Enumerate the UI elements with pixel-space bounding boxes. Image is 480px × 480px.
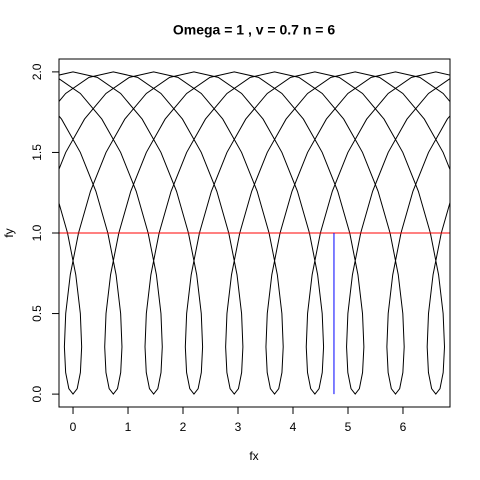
x-tick-label: 3 — [235, 420, 242, 434]
x-tick-label: 0 — [70, 420, 77, 434]
y-tick-label: 1.5 — [30, 144, 44, 161]
curve — [59, 71, 450, 395]
chart-title: Omega = 1 , v = 0.7 n = 6 — [173, 22, 335, 38]
x-tick-label: 1 — [125, 420, 132, 434]
curve — [59, 71, 450, 395]
y-axis-label: fy — [2, 228, 16, 237]
curve — [59, 71, 450, 395]
y-tick-label: 0.0 — [30, 385, 44, 402]
curve — [59, 71, 450, 395]
curve — [59, 71, 450, 395]
curve — [59, 71, 450, 395]
y-tick-label: 2.0 — [30, 63, 44, 80]
x-tick-label: 4 — [290, 420, 297, 434]
x-tick-label: 6 — [400, 420, 407, 434]
y-tick-label: 1.0 — [30, 224, 44, 241]
x-axis-label: fx — [249, 449, 258, 463]
x-tick-label: 5 — [345, 420, 352, 434]
plot-area — [59, 71, 450, 395]
y-tick-label: 0.5 — [30, 305, 44, 322]
x-tick-label: 2 — [180, 420, 187, 434]
